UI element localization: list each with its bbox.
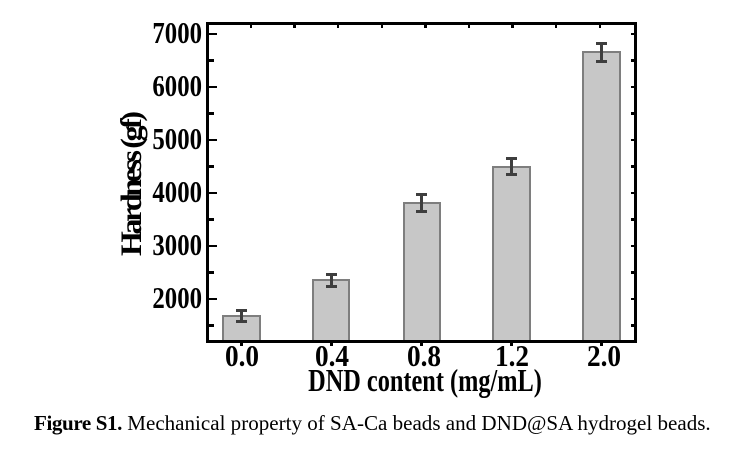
svg-text:Hardness (gf): Hardness (gf) [114,111,148,256]
